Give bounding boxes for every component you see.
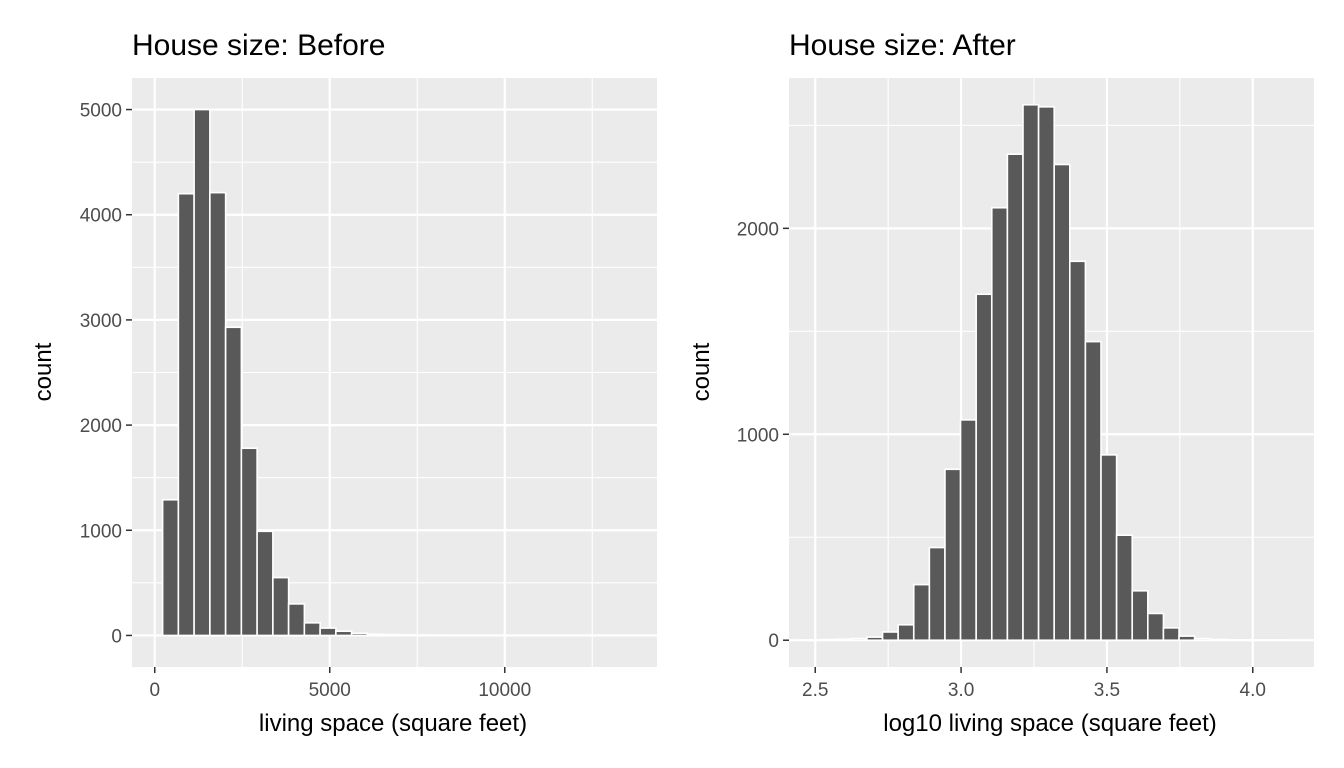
y-axis-title-before: count [30, 342, 57, 401]
histogram-bar [912, 583, 931, 642]
y-tick-label-after: 0 [768, 631, 779, 652]
histogram-bar [287, 603, 306, 637]
histogram-bar [366, 633, 384, 637]
histogram-bar [834, 638, 853, 642]
x-tick-label-after: 2.5 [802, 680, 828, 701]
histogram-bar [193, 108, 211, 637]
y-axis-title-after: count [688, 342, 715, 401]
histogram-bar [382, 633, 400, 637]
histogram-bar [272, 576, 290, 637]
x-tick-label-after: 3.0 [948, 680, 974, 701]
histogram-bar [881, 631, 899, 642]
y-tick-label-before: 3000 [80, 311, 122, 332]
histogram-bar [819, 638, 837, 642]
x-axis-title-after: log10 living space (square feet) [883, 710, 1217, 737]
histogram-bar [350, 632, 369, 637]
gridlines-before [132, 78, 657, 667]
histogram-bar [335, 630, 353, 637]
histogram-bar [1100, 454, 1118, 642]
histogram-bar [1131, 590, 1149, 642]
histogram-bar [209, 191, 227, 637]
histogram-bar [866, 636, 884, 642]
histogram-bar [1037, 106, 1055, 642]
chart-title-before: House size: Before [132, 29, 385, 62]
histogram-bar [1209, 638, 1227, 642]
y-tick-label-after: 1000 [737, 425, 779, 446]
histogram-bar [161, 498, 180, 637]
x-tick-label-before: 0 [149, 680, 160, 701]
x-tick-label-after: 3.5 [1094, 680, 1120, 701]
x-tick-label-before: 10000 [478, 680, 531, 701]
x-tick-label-after: 4.0 [1240, 680, 1266, 701]
histogram-bar [398, 634, 416, 637]
histogram-bar [850, 637, 868, 642]
y-tick-label-before: 4000 [80, 206, 122, 227]
x-axis-title-before: living space (square feet) [259, 710, 527, 737]
histogram-bar [240, 447, 258, 637]
histogram-bar [319, 627, 337, 637]
histogram-bar [1147, 612, 1165, 642]
histogram-bar [1162, 627, 1180, 642]
histogram-bar [928, 546, 946, 642]
histogram-bar [1069, 260, 1087, 642]
histogram-bar [990, 206, 1009, 642]
histogram-bar [1084, 340, 1102, 642]
chart-title-after: House size: After [789, 29, 1016, 62]
histogram-bar [1178, 635, 1196, 642]
histogram-bar [303, 622, 321, 637]
histogram-bars-after [803, 103, 1290, 642]
x-tick-label-before: 5000 [309, 680, 351, 701]
histogram-bar [1193, 637, 1212, 642]
histogram-bar [177, 192, 195, 637]
histogram-bars-before [146, 108, 636, 637]
y-tick-label-after: 2000 [737, 219, 779, 240]
axes-before: 0 5000 10000 0 1000 2000 3000 4000 5000 [80, 101, 531, 701]
histogram-bar [975, 293, 993, 642]
histogram-bar [959, 419, 977, 642]
histogram-bar [1006, 153, 1024, 642]
histogram-bar [256, 530, 274, 637]
histogram-bar [1022, 103, 1040, 642]
y-tick-label-before: 5000 [80, 101, 122, 122]
histogram-bar [944, 468, 962, 642]
histogram-bar [224, 326, 243, 637]
histogram-bar [1053, 163, 1071, 642]
y-tick-label-before: 1000 [80, 521, 122, 542]
histogram-bar [1115, 534, 1134, 642]
y-tick-label-before: 0 [111, 626, 122, 647]
histogram-bar [897, 623, 915, 642]
axes-after: 2.5 3.0 3.5 4.0 0 1000 2000 [737, 219, 1266, 701]
chart-before: 0 5000 10000 0 1000 2000 3000 4000 5000 House si… [30, 29, 657, 737]
y-tick-label-before: 2000 [80, 416, 122, 437]
